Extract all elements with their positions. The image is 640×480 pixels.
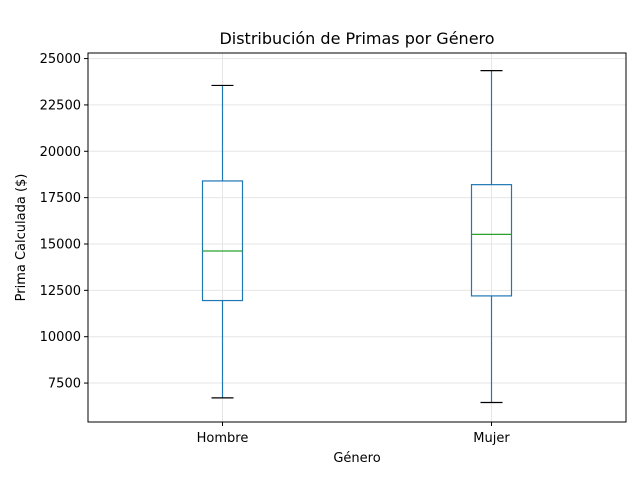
y-axis: 7500 10000 12500 15000 17500 20000 22500 25000 [40,52,88,392]
chart-title: Distribución de Primas por Género [219,29,494,48]
x-axis: Hombre Mujer [197,422,510,446]
plot-frame [87,52,627,423]
x-tick-label: Hombre [197,431,249,446]
x-axis-label: Género [333,451,380,466]
boxes [201,70,513,404]
y-tick-label: 25000 [40,52,81,67]
x-tick-label: Mujer [473,431,510,446]
iqr-box [470,184,513,297]
y-tick-label: 7500 [48,377,81,392]
y-tick-label: 10000 [40,330,81,345]
iqr-box [201,180,244,302]
box-hombre [201,84,244,399]
y-axis-label: Prima Calculada ($) [14,174,29,302]
y-tick-label: 17500 [40,191,81,206]
y-tick-label: 15000 [40,237,81,252]
y-tick-label: 22500 [40,98,81,113]
y-tick-label: 12500 [40,284,81,299]
y-tick-label: 20000 [40,145,81,160]
box-mujer [470,70,513,404]
grid [88,53,626,422]
